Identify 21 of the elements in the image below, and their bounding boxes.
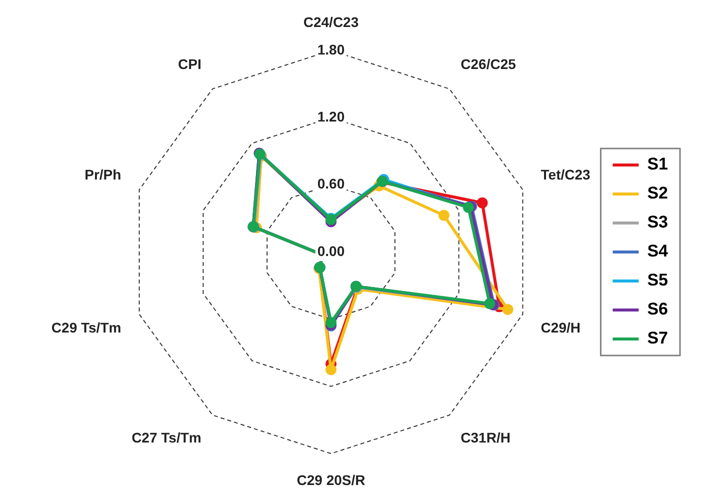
spoke-label: C27 Ts/Tm xyxy=(132,430,202,446)
spoke-label: C26/C25 xyxy=(460,56,516,72)
legend-label: S1 xyxy=(647,154,668,174)
legend-label: S4 xyxy=(647,242,669,261)
y-tick-label: 1.80 xyxy=(317,41,345,58)
spoke-label: C29/H xyxy=(540,319,580,336)
spoke-label: C24/C23 xyxy=(303,14,359,30)
y-tick-label: 1.20 xyxy=(317,108,345,124)
spoke-label: C29 Ts/Tm xyxy=(51,319,122,336)
spoke-label: C31R/H xyxy=(460,430,510,446)
spoke-label: Tet/C23 xyxy=(540,166,591,182)
spoke-label: CPI xyxy=(178,56,202,72)
legend-label: S6 xyxy=(647,300,668,319)
spoke-label: Pr/Ph xyxy=(84,166,122,182)
y-tick-label: 0.00 xyxy=(317,242,345,259)
spoke-label: C29 20S/R xyxy=(296,472,366,488)
legend-label: S7 xyxy=(647,328,668,348)
y-tick-label: 0.60 xyxy=(317,176,345,192)
legend-label: S3 xyxy=(647,212,668,232)
legend-label: S5 xyxy=(647,270,668,290)
legend-label: S2 xyxy=(647,184,668,203)
